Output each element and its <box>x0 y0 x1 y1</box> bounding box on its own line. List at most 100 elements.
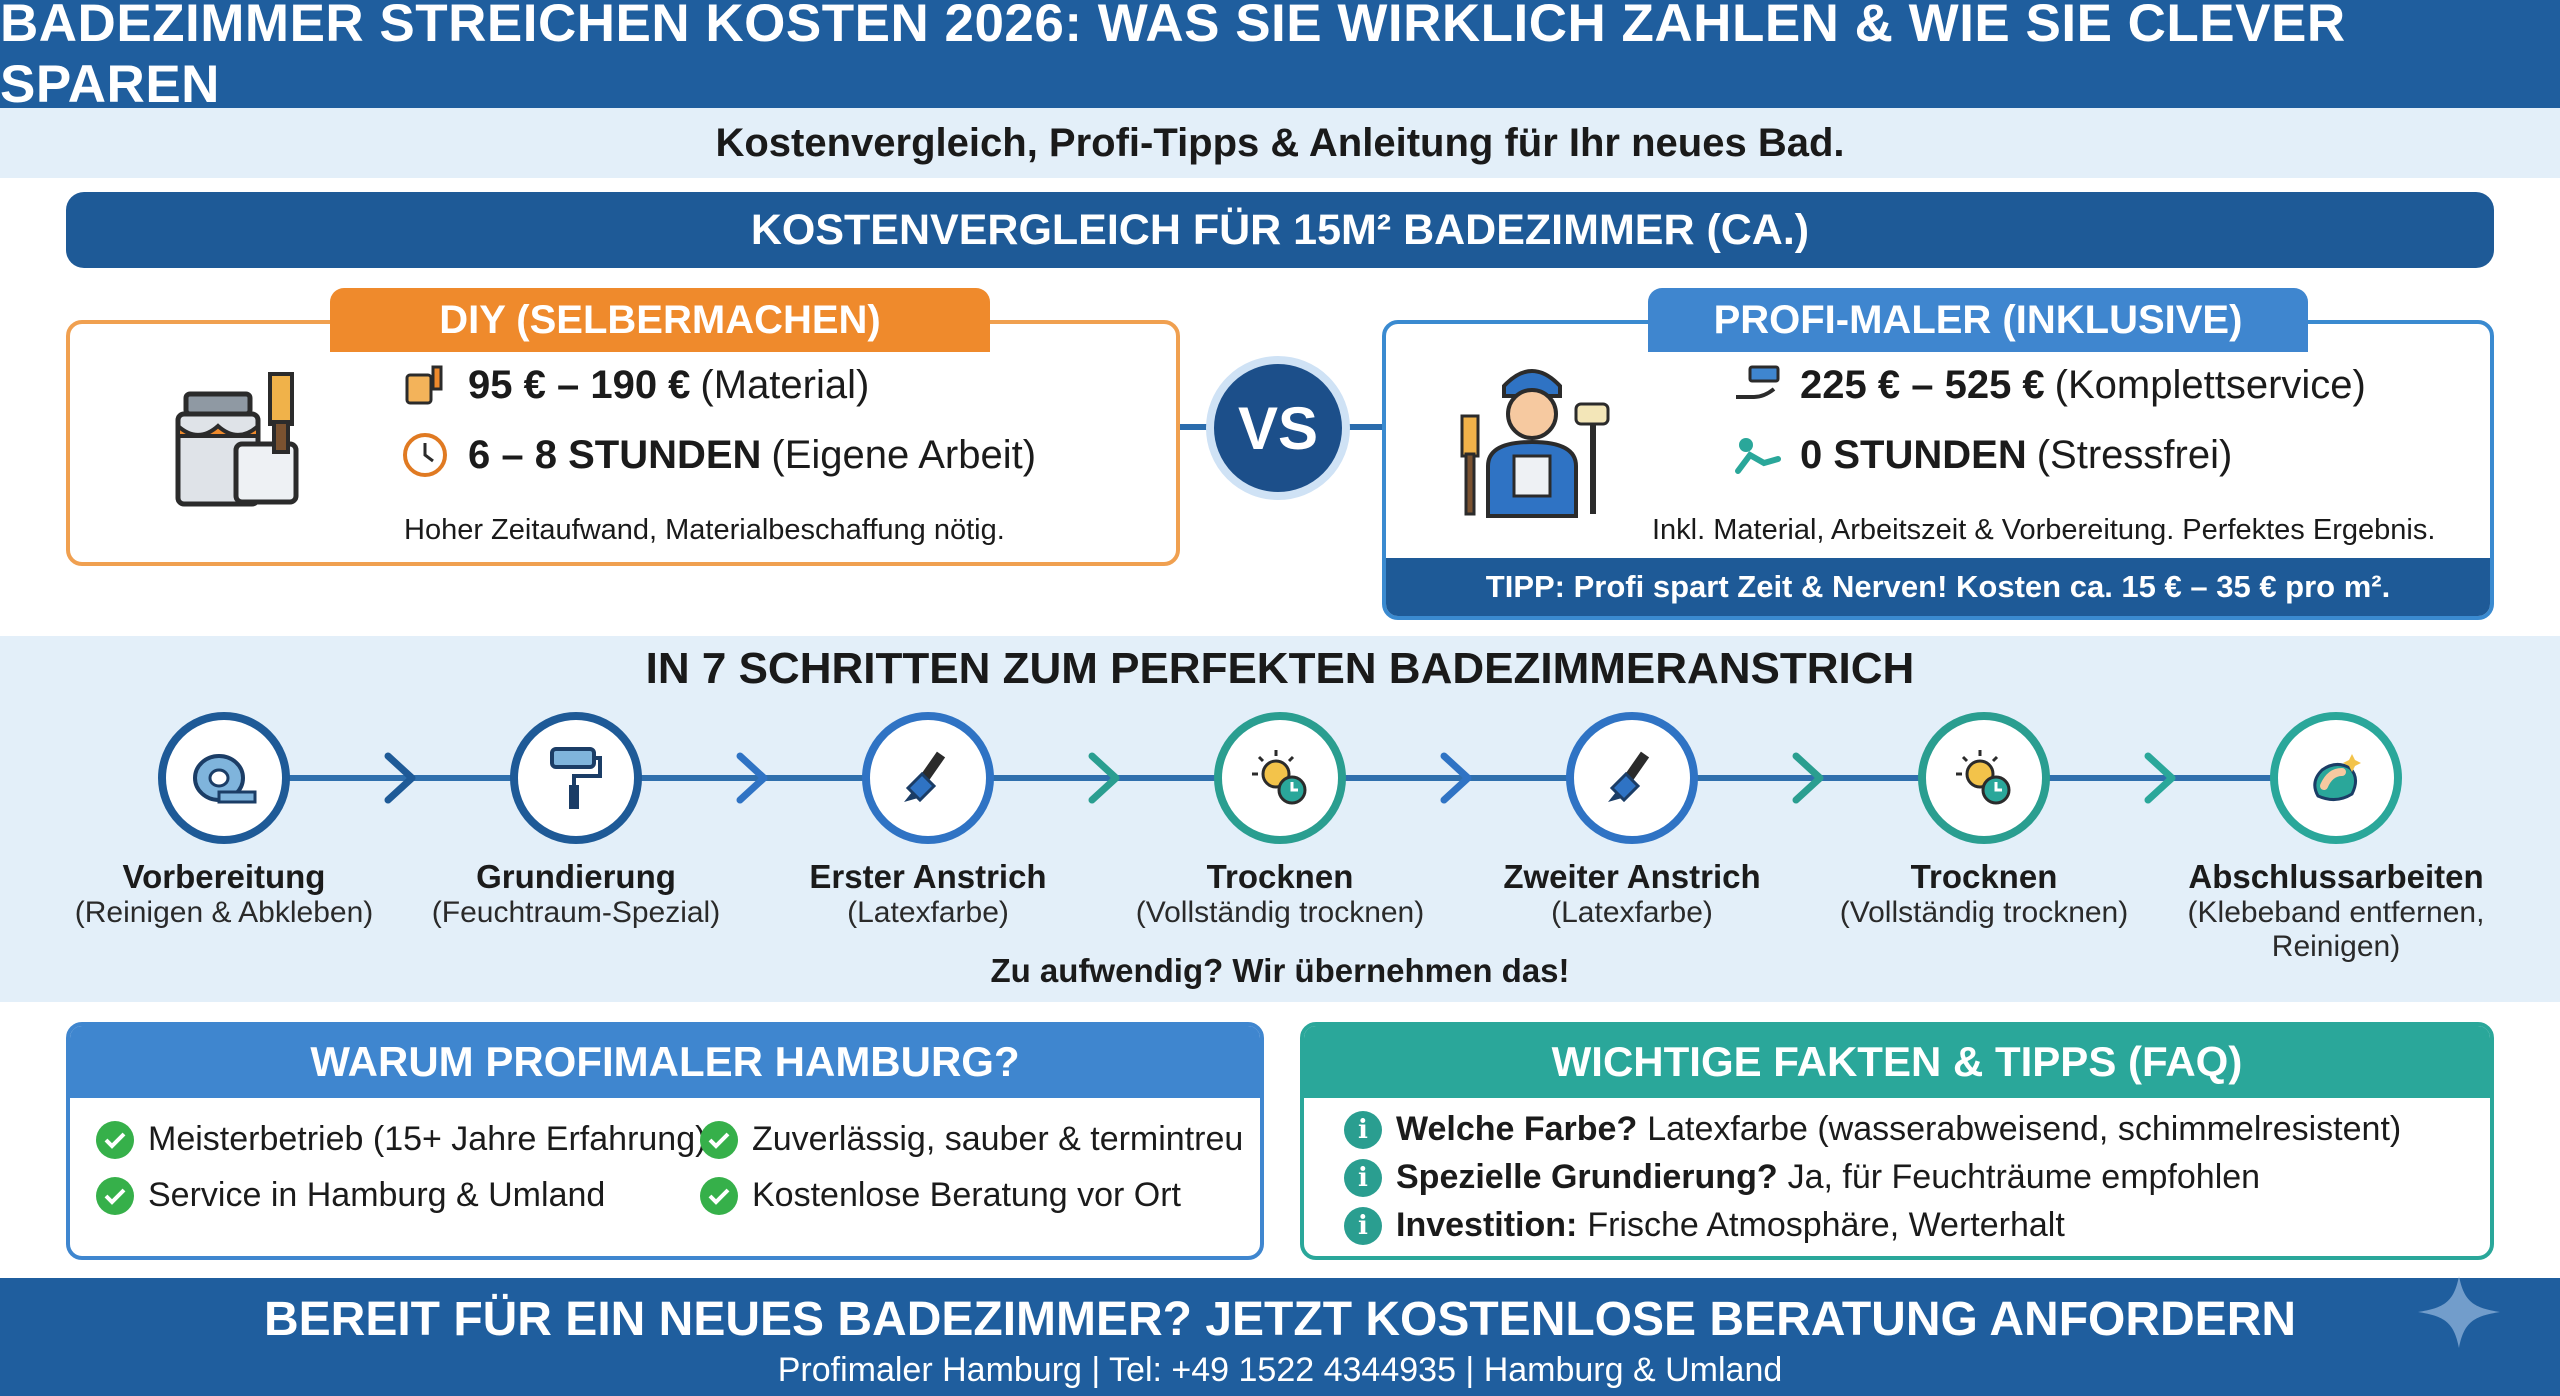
step-title: Vorbereitung <box>122 858 326 895</box>
pro-cost-value: 225 € – 525 € <box>1800 362 2045 407</box>
steps-title: IN 7 SCHRITTEN ZUM PERFEKTEN BADEZIMMERA… <box>645 644 1915 693</box>
money-hand-icon <box>1732 360 1782 410</box>
step-5: Zweiter Anstrich (Latexfarbe) <box>1472 712 1792 930</box>
faq-item: i Spezielle Grundierung? Ja, für Feuchtr… <box>1344 1158 2260 1197</box>
step-4: Trocknen (Vollständig trocknen) <box>1120 712 1440 930</box>
diy-time-row: 6 – 8 STUNDEN (Eigene Arbeit) <box>400 430 1036 480</box>
painter-icon <box>1460 369 1610 518</box>
why-item-text: Kostenlose Beratung vor Ort <box>752 1176 1182 1214</box>
faq-title: WICHTIGE FAKTEN & TIPPS (FAQ) <box>1304 1026 2490 1098</box>
pro-time-row: 0 STUNDEN (Stressfrei) <box>1732 430 2232 480</box>
step-subtitle: (Klebeband entfernen, Reinigen) <box>2187 896 2485 963</box>
pro-cost-row: 225 € – 525 € (Komplettservice) <box>1732 360 2366 410</box>
relax-icon <box>1732 430 1782 480</box>
pro-cost-note: (Komplettservice) <box>2054 362 2366 407</box>
diy-tab: DIY (SELBERMACHEN) <box>330 288 990 352</box>
pro-tab: PROFI-MALER (INKLUSIVE) <box>1648 288 2308 352</box>
info-icon: i <box>1344 1110 1382 1149</box>
diy-card: 95 € – 190 € (Material) 6 – 8 STUNDEN (E… <box>66 320 1180 566</box>
diy-time-value: 6 – 8 STUNDEN <box>468 432 762 477</box>
why-item: Kostenlose Beratung vor Ort <box>700 1176 1181 1215</box>
check-icon <box>96 1120 134 1159</box>
cleaning-hand-icon <box>2270 712 2402 844</box>
pro-time-note: (Stressfrei) <box>2036 432 2233 477</box>
top-banner: BADEZIMMER STREICHEN KOSTEN 2026: WAS SI… <box>0 0 2560 114</box>
why-panel: WARUM PROFIMALER HAMBURG? Meisterbetrieb… <box>66 1022 1264 1260</box>
faq-question: Welche Farbe? <box>1396 1110 1638 1148</box>
pro-card: 225 € – 525 € (Komplettservice) 0 STUNDE… <box>1382 320 2494 620</box>
page-subtitle: Kostenvergleich, Profi-Tipps & Anleitung… <box>715 120 1845 165</box>
step-7: Abschlussarbeiten (Klebeband entfernen, R… <box>2176 712 2496 964</box>
faq-answer: Frische Atmosphäre, Werterhalt <box>1587 1206 2065 1244</box>
paint-roller-icon <box>510 712 642 844</box>
diy-note: Hoher Zeitaufwand, Materialbeschaffung n… <box>404 514 1005 546</box>
steps-footer: Zu aufwendig? Wir übernehmen das! <box>990 952 1570 989</box>
why-item: Service in Hamburg & Umland <box>96 1176 605 1215</box>
chevron-right-icon <box>1436 752 1476 804</box>
cta-text: BEREIT FÜR EIN NEUES BADEZIMMER? JETZT K… <box>263 1293 2297 1346</box>
step-title: Abschlussarbeiten <box>2188 858 2484 895</box>
step-6: Trocknen (Vollständig trocknen) <box>1824 712 2144 930</box>
diy-cost-row: 95 € – 190 € (Material) <box>400 360 869 410</box>
chevron-right-icon <box>2140 752 2180 804</box>
paint-bucket-icon <box>175 372 299 507</box>
info-icon: i <box>1344 1206 1382 1245</box>
why-item: Zuverlässig, sauber & termintreu <box>700 1120 1243 1159</box>
why-item-text: Meisterbetrieb (15+ Jahre Erfahrung) <box>148 1120 707 1158</box>
paint-brush-icon <box>1566 712 1698 844</box>
faq-item: i Welche Farbe? Latexfarbe (wasserabweis… <box>1344 1110 2401 1149</box>
paint-brush-icon <box>862 712 994 844</box>
check-icon <box>96 1176 134 1215</box>
why-item-text: Zuverlässig, sauber & termintreu <box>752 1120 1244 1158</box>
faq-question: Spezielle Grundierung? <box>1396 1158 1778 1196</box>
step-subtitle: (Reinigen & Abkleben) <box>74 896 374 929</box>
vs-badge: VS <box>1206 356 1350 500</box>
contact-line: Profimaler Hamburg | Tel: +49 1522 43449… <box>777 1351 1783 1389</box>
chevron-right-icon <box>380 752 420 804</box>
step-subtitle: (Vollständig trocknen) <box>1839 896 2129 929</box>
step-subtitle: (Vollständig trocknen) <box>1135 896 1425 929</box>
check-icon <box>700 1120 738 1159</box>
chevron-right-icon <box>732 752 772 804</box>
info-icon: i <box>1344 1158 1382 1197</box>
why-item-text: Service in Hamburg & Umland <box>148 1176 606 1214</box>
why-title: WARUM PROFIMALER HAMBURG? <box>70 1026 1260 1098</box>
diy-time-note: (Eigene Arbeit) <box>771 432 1037 477</box>
step-1: Vorbereitung (Reinigen & Abkleben) <box>64 712 384 930</box>
chevron-right-icon <box>1788 752 1828 804</box>
step-3: Erster Anstrich (Latexfarbe) <box>768 712 1088 930</box>
faq-answer: Ja, für Feuchträume empfohlen <box>1787 1158 2261 1196</box>
comparison-header: KOSTENVERGLEICH FÜR 15M² BADEZIMMER (CA.… <box>66 192 2494 268</box>
diy-cost-note: (Material) <box>700 362 870 407</box>
step-2: Grundierung (Feuchtraum-Spezial) <box>416 712 736 930</box>
pro-note: Inkl. Material, Arbeitszeit & Vorbereitu… <box>1652 514 2436 546</box>
step-subtitle: (Feuchtraum-Spezial) <box>431 896 721 929</box>
tape-icon <box>158 712 290 844</box>
check-icon <box>700 1176 738 1215</box>
pro-time-value: 0 STUNDEN <box>1800 432 2027 477</box>
step-title: Erster Anstrich <box>809 858 1047 895</box>
why-item: Meisterbetrieb (15+ Jahre Erfahrung) <box>96 1120 706 1159</box>
faq-answer: Latexfarbe (wasserabweisend, schimmelres… <box>1647 1110 2402 1148</box>
faq-panel: WICHTIGE FAKTEN & TIPPS (FAQ) i Welche F… <box>1300 1022 2494 1260</box>
bottom-banner: BEREIT FÜR EIN NEUES BADEZIMMER? JETZT K… <box>0 1278 2560 1396</box>
subtitle-bar: Kostenvergleich, Profi-Tipps & Anleitung… <box>0 108 2560 178</box>
step-title: Trocknen <box>1206 858 1354 895</box>
sun-clock-icon <box>1918 712 2050 844</box>
step-title: Trocknen <box>1910 858 2058 895</box>
faq-question: Investition: <box>1396 1206 1578 1244</box>
step-subtitle: (Latexfarbe) <box>847 896 1009 929</box>
paint-can-icon <box>400 360 450 410</box>
step-title: Grundierung <box>476 858 676 895</box>
sparkle-icon <box>2418 1276 2500 1348</box>
sun-clock-icon <box>1214 712 1346 844</box>
faq-item: i Investition: Frische Atmosphäre, Werte… <box>1344 1206 2065 1245</box>
vs-label: VS <box>1237 394 1319 462</box>
chevron-right-icon <box>1084 752 1124 804</box>
comparison-title: KOSTENVERGLEICH FÜR 15M² BADEZIMMER (CA.… <box>750 205 1810 254</box>
diy-cost-value: 95 € – 190 € <box>468 362 691 407</box>
step-title: Zweiter Anstrich <box>1503 858 1761 895</box>
pro-tip-bar: TIPP: Profi spart Zeit & Nerven! Kosten … <box>1386 558 2490 616</box>
page-title: BADEZIMMER STREICHEN KOSTEN 2026: WAS SI… <box>0 0 2346 114</box>
clock-icon <box>400 430 450 480</box>
